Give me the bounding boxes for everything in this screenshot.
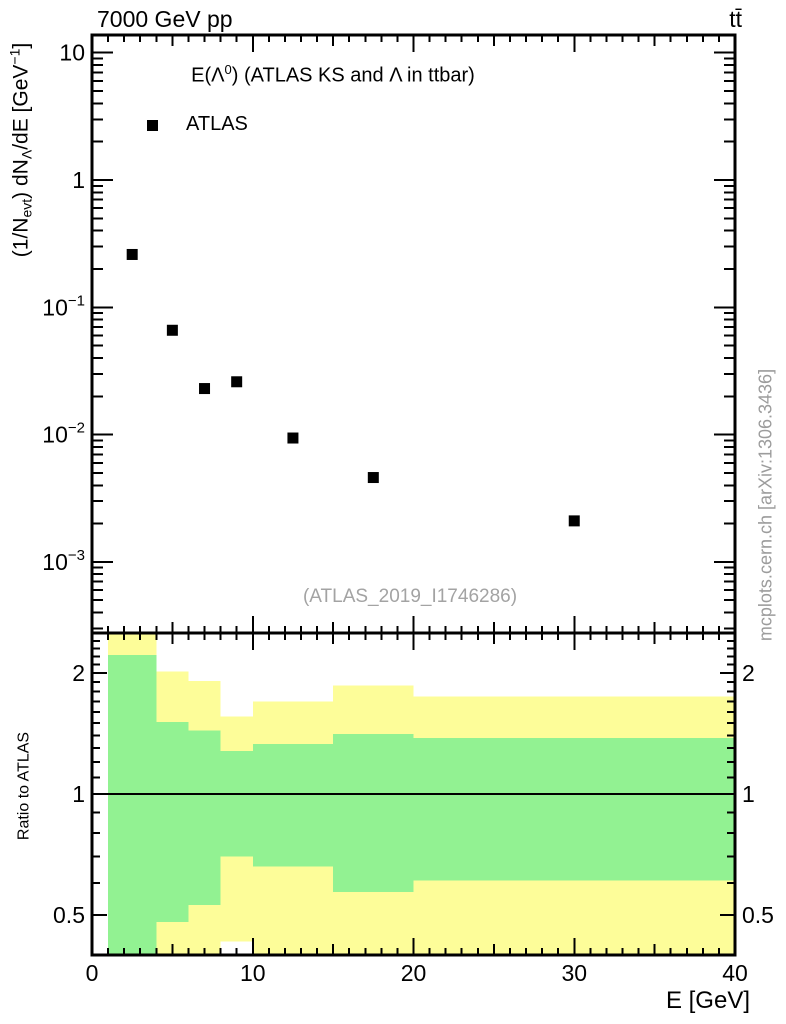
ratio-y-tick-label-right: 2 xyxy=(742,660,755,686)
data-point xyxy=(166,324,178,336)
ratio-frame xyxy=(90,631,737,957)
analysis-id-watermark: (ATLAS_2019_I1746286) xyxy=(302,586,518,607)
plot-title: E(Λ0) (ATLAS KS and Λ in ttbar) xyxy=(191,63,475,87)
data-point xyxy=(367,472,379,484)
main-y-tick-label: 10 xyxy=(59,40,85,66)
data-point xyxy=(199,383,211,395)
ylabel-part: ) dN xyxy=(9,159,33,199)
x-tick-label: 20 xyxy=(401,960,427,986)
x-tick-label: 30 xyxy=(561,960,587,986)
legend-marker-icon xyxy=(147,120,158,131)
ratio-y-axis-title: Ratio to ATLAS xyxy=(15,731,33,841)
x-axis-title: E [GeV] xyxy=(665,987,750,1014)
beam-energy-label: 7000 GeV pp xyxy=(97,6,233,32)
data-point xyxy=(568,515,580,527)
plot-title-pre: E(Λ xyxy=(191,64,225,87)
ratio-green-band xyxy=(413,737,735,881)
data-point xyxy=(126,248,138,260)
data-point xyxy=(231,376,243,388)
ylabel-sub-evt: evt xyxy=(18,198,35,218)
x-tick-label: 0 xyxy=(86,960,99,986)
data-point xyxy=(287,432,299,444)
ratio-green-band xyxy=(220,750,253,857)
ratio-green-band xyxy=(333,734,414,893)
main-y-tick-label: 10−2 xyxy=(42,420,85,448)
plot-title-sup: 0 xyxy=(224,62,232,77)
x-tick-label: 10 xyxy=(240,960,266,986)
ratio-y-tick-label-left: 1 xyxy=(72,781,85,807)
ylabel-part: (1/N xyxy=(9,217,33,258)
ratio-y-tick-label-left: 0.5 xyxy=(53,902,85,928)
ratio-y-tick-label-right: 0.5 xyxy=(742,902,774,928)
ylabel-sub-lambda: Λ xyxy=(18,149,35,160)
main-y-tick-label: 10−3 xyxy=(42,547,85,575)
ratio-y-tick-label-left: 2 xyxy=(72,660,85,686)
legend-label-atlas: ATLAS xyxy=(186,113,248,135)
ylabel-exponent: −1 xyxy=(6,48,23,65)
main-y-axis-title: (1/Nevt) dNΛ/dE [GeV−1] xyxy=(6,42,35,258)
ratio-green-band xyxy=(188,730,221,905)
ratio-green-band xyxy=(156,722,189,923)
main-y-tick-label: 10−1 xyxy=(42,292,85,320)
x-tick-label: 40 xyxy=(722,960,748,986)
ratio-green-band xyxy=(108,654,157,955)
ylabel-part: /dE [GeV xyxy=(9,64,33,150)
plot-title-post: ) (ATLAS KS and Λ in ttbar) xyxy=(231,64,475,87)
main-y-tick-label: 1 xyxy=(72,167,85,193)
process-label: tt̄ xyxy=(729,6,742,32)
ratio-y-tick-label-right: 1 xyxy=(742,781,755,807)
mcplots-credit-note: mcplots.cern.ch [arXiv:1306.3436] xyxy=(755,368,776,642)
ylabel-part: ] xyxy=(9,42,33,49)
ratio-green-band xyxy=(252,744,334,867)
